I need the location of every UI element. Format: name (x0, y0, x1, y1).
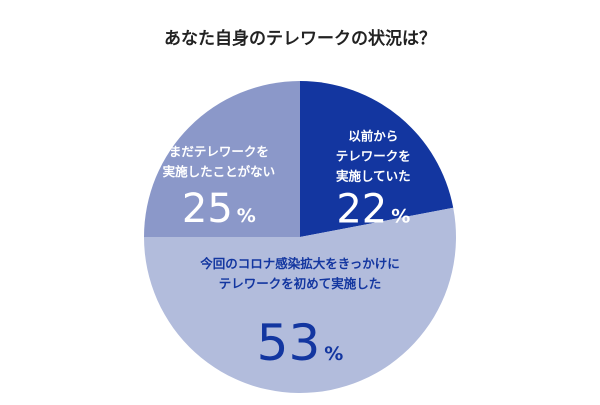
slice-value-label: 53% (257, 314, 344, 372)
pie-slice-3 (144, 81, 300, 237)
slice-value-label: 22% (336, 186, 410, 232)
chart-title: あなた自身のテレワークの状況は？ (164, 28, 436, 49)
pie-slice-1 (300, 81, 454, 237)
slice-label-line: 今回のコロナ感染拡大をきっかけに (199, 256, 400, 271)
slice-label-line: まだテレワークを (169, 144, 269, 159)
slice-label-line: 実施していた (336, 168, 411, 183)
slice-label-line: テレワークを初めて実施した (219, 276, 382, 291)
slice-label-line: 以前から (348, 128, 398, 143)
pie-slice-2 (144, 207, 456, 393)
slice-label-line: テレワークを (336, 148, 411, 163)
slice-value-label: 25% (182, 186, 256, 232)
pie-slices (144, 81, 456, 393)
slice-label-line: 実施したことがない (163, 164, 276, 179)
